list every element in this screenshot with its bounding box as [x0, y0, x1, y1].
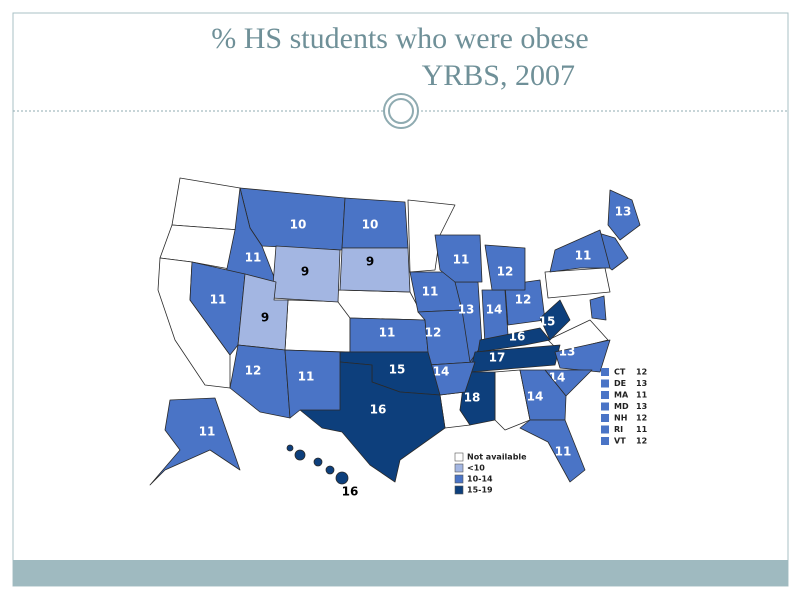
- region-value: 11: [575, 249, 592, 263]
- state: [294, 449, 306, 461]
- state: [159, 224, 241, 271]
- state: [149, 397, 241, 486]
- state: [284, 299, 351, 353]
- region-value: 16: [370, 403, 387, 417]
- state: [313, 457, 323, 467]
- legend-label: Not available: [467, 453, 527, 462]
- state: [554, 339, 611, 373]
- small-state-value: 12: [636, 368, 647, 377]
- state: [519, 369, 567, 421]
- small-state-value: 11: [636, 425, 648, 434]
- region-value: 15: [539, 315, 556, 329]
- region-value: 11: [422, 285, 439, 299]
- state: [544, 267, 611, 299]
- state: [284, 349, 341, 419]
- state-group: [589, 295, 607, 321]
- region-value: 11: [199, 425, 216, 439]
- state: [459, 371, 496, 426]
- small-state-swatch: [601, 437, 609, 445]
- region-value: 12: [515, 293, 532, 307]
- state: [189, 261, 246, 356]
- region-value: 10: [362, 218, 379, 232]
- region-value: 10: [290, 218, 307, 232]
- small-state-name: CT: [614, 368, 626, 377]
- small-state-value: 12: [636, 414, 647, 423]
- region-value: 17: [489, 351, 506, 365]
- small-state-value: 13: [636, 379, 647, 388]
- region-value: 9: [301, 265, 309, 279]
- small-state-swatch: [601, 379, 609, 388]
- state: [271, 245, 341, 303]
- region-value: 11: [453, 253, 470, 267]
- legend-swatch: [454, 463, 464, 473]
- region-value: 12: [497, 265, 514, 279]
- state: [229, 344, 291, 419]
- small-state-swatch: [601, 368, 609, 376]
- small-state-swatch: [601, 425, 609, 434]
- state: [434, 234, 483, 283]
- region-value: 12: [425, 326, 442, 340]
- state: [339, 247, 411, 293]
- divider-ornament: [388, 98, 414, 124]
- region-value: 12: [245, 364, 262, 378]
- state: [325, 465, 335, 475]
- title-line2: YRBS, 2007: [422, 59, 575, 92]
- state: [519, 419, 586, 483]
- small-state-swatch: [601, 391, 609, 399]
- region-value: 13: [615, 205, 632, 219]
- region-value: 14: [527, 390, 544, 404]
- region-value: 16: [342, 485, 359, 499]
- unavailable-states: [157, 177, 611, 431]
- small-state-value: 11: [636, 391, 648, 400]
- region-value: 11: [298, 370, 315, 384]
- state: [484, 244, 526, 291]
- region-value: 13: [458, 303, 475, 317]
- legend-label: 15-19: [467, 486, 493, 495]
- legend-label: 10-14: [467, 475, 493, 484]
- state: [539, 299, 571, 341]
- state: [477, 327, 551, 353]
- legend-label: <10: [467, 464, 485, 473]
- small-state-name: DE: [614, 379, 626, 388]
- region-value: 15: [389, 363, 406, 377]
- region-value: 16: [509, 330, 526, 344]
- legend-swatch: [454, 474, 464, 484]
- region-value: 14: [486, 303, 503, 317]
- state: [549, 229, 611, 273]
- small-state-name: MA: [614, 391, 629, 400]
- region-value: 9: [261, 311, 269, 325]
- region-value: 13: [559, 345, 576, 359]
- state: [286, 444, 294, 452]
- small-state-swatch: [601, 402, 609, 411]
- small-state-value: 12: [636, 437, 647, 446]
- region-value: 11: [555, 445, 572, 459]
- footer-band: [13, 560, 788, 586]
- small-state-name: RI: [614, 425, 623, 434]
- region-value: 18: [464, 391, 481, 405]
- legend-swatch: [454, 452, 464, 462]
- legend-swatch: [454, 485, 464, 495]
- small-state-value: 13: [636, 402, 647, 411]
- state: [607, 189, 641, 241]
- state: [335, 471, 349, 485]
- region-value: 11: [210, 293, 227, 307]
- title-line1: % HS students who were obese: [211, 22, 588, 55]
- region-value: 14: [433, 365, 450, 379]
- region-value: 11: [245, 251, 262, 265]
- small-state-name: NH: [614, 414, 627, 423]
- region-value: 11: [379, 326, 396, 340]
- small-state-name: MD: [614, 402, 629, 411]
- region-value: 9: [366, 255, 374, 269]
- small-state-swatch: [601, 414, 609, 422]
- small-state-name: VT: [614, 437, 626, 446]
